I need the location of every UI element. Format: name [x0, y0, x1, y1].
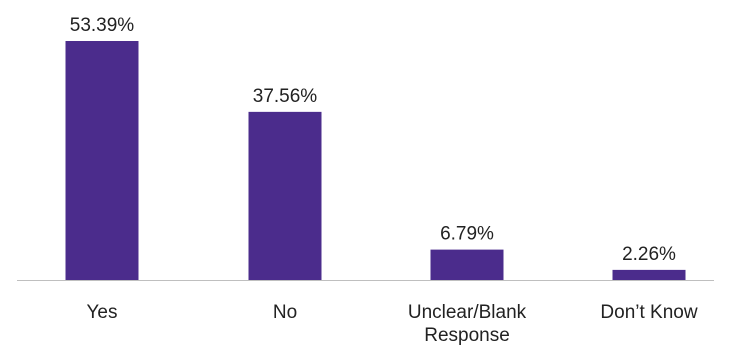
category-label-2-line-0: Unclear/Blank — [408, 302, 527, 323]
bar-3 — [612, 269, 686, 280]
bar-1 — [248, 111, 322, 281]
category-label-0: Yes — [87, 302, 118, 323]
value-label-2: 6.79% — [440, 224, 494, 245]
category-label-2-line-1: Response — [424, 325, 510, 346]
category-label-3: Don’t Know — [600, 302, 697, 323]
bar-2 — [430, 249, 504, 280]
category-label-1: No — [273, 302, 297, 323]
bar-0 — [65, 41, 139, 280]
value-label-3: 2.26% — [622, 244, 676, 265]
bars-group — [65, 41, 686, 281]
value-labels-group: 53.39% 37.56% 6.79% 2.26% — [70, 15, 676, 265]
value-label-0: 53.39% — [70, 15, 135, 36]
value-label-1: 37.56% — [253, 86, 318, 107]
